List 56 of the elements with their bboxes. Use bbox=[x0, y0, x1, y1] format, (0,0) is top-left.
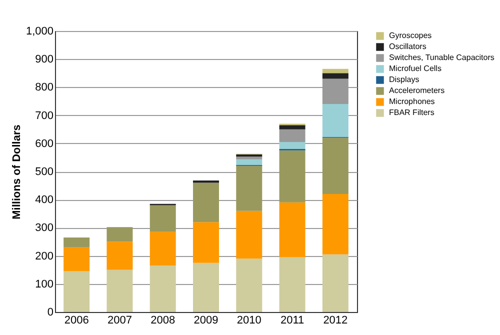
legend-label: Microphones bbox=[389, 97, 435, 106]
x-tick-label: 2007 bbox=[107, 314, 132, 326]
x-tick-label: 2012 bbox=[323, 314, 348, 326]
legend-label: Microfuel Cells bbox=[389, 64, 442, 73]
y-tick-label: 900 bbox=[35, 54, 54, 66]
y-tick-label: 200 bbox=[35, 250, 54, 262]
bar bbox=[150, 266, 176, 312]
bar bbox=[279, 142, 306, 150]
bar bbox=[106, 270, 133, 312]
bar bbox=[322, 254, 348, 312]
bar bbox=[106, 227, 133, 242]
bar bbox=[279, 150, 306, 202]
legend-label: Accelerometers bbox=[389, 86, 445, 95]
x-tick-label: 2008 bbox=[150, 314, 176, 326]
bar bbox=[236, 210, 262, 259]
bar bbox=[193, 222, 219, 263]
legend-label: Oscillators bbox=[389, 42, 426, 51]
bar bbox=[64, 247, 90, 272]
bar bbox=[193, 262, 219, 312]
y-tick-label: 600 bbox=[35, 138, 54, 150]
bar bbox=[150, 232, 176, 266]
bar bbox=[279, 125, 306, 130]
bar bbox=[64, 238, 90, 248]
bar bbox=[322, 104, 348, 137]
bar bbox=[106, 242, 133, 270]
bar bbox=[322, 73, 348, 79]
bar bbox=[279, 257, 306, 312]
bar bbox=[236, 166, 262, 211]
y-axis-title: Millions of Dollars bbox=[10, 124, 23, 220]
bar bbox=[322, 194, 348, 254]
bar bbox=[322, 68, 348, 74]
bar bbox=[236, 258, 262, 312]
bar bbox=[236, 159, 262, 166]
y-tick-label: 800 bbox=[35, 82, 54, 94]
y-tick-label: 700 bbox=[35, 110, 54, 122]
x-tick-label: 2009 bbox=[194, 314, 218, 326]
y-tick-label: 300 bbox=[35, 222, 54, 234]
y-tick-label: 100 bbox=[35, 278, 54, 290]
x-tick-label: 2006 bbox=[64, 314, 89, 326]
bar bbox=[322, 138, 348, 194]
legend-label: Gyroscopes bbox=[389, 31, 432, 40]
legend-label: Switches, Tunable Capacitors bbox=[389, 53, 494, 62]
y-tick-label: 1,000 bbox=[26, 26, 54, 38]
y-tick-label: 500 bbox=[35, 166, 54, 178]
bar bbox=[150, 205, 176, 232]
bar bbox=[236, 156, 262, 160]
x-tick-label: 2011 bbox=[280, 314, 304, 326]
y-tick-label: 400 bbox=[35, 194, 54, 206]
legend-label: Displays bbox=[389, 75, 420, 84]
legend-label: FBAR Filters bbox=[389, 108, 434, 117]
bar bbox=[279, 129, 306, 142]
bar bbox=[279, 202, 306, 258]
bar bbox=[64, 271, 90, 312]
bar bbox=[193, 182, 219, 222]
y-tick-label: 0 bbox=[47, 306, 54, 318]
x-tick-label: 2010 bbox=[236, 314, 262, 326]
